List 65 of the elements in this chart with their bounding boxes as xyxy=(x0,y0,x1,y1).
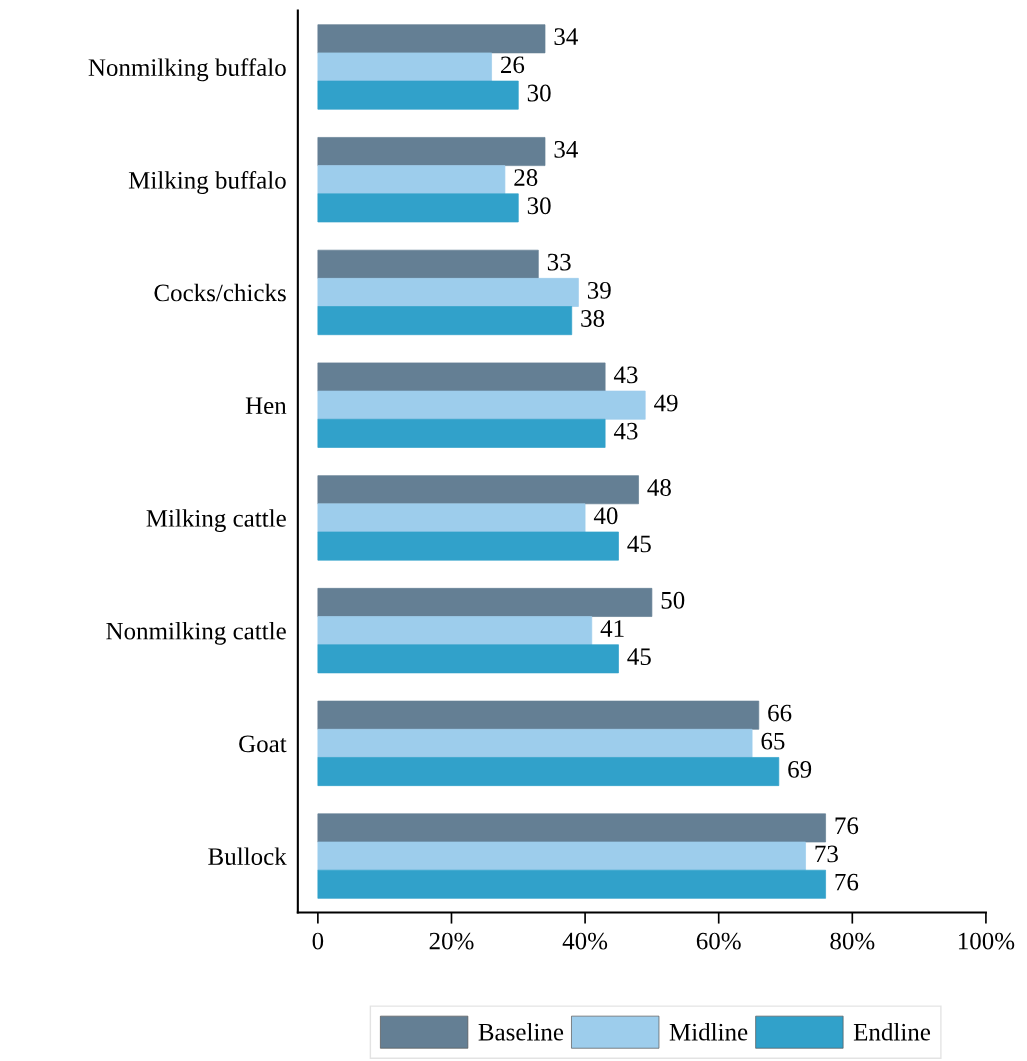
data-label: 30 xyxy=(527,197,551,215)
bar xyxy=(317,644,619,674)
data-label: 33 xyxy=(547,253,571,271)
bar xyxy=(317,841,806,871)
x-tick-label: 100% xyxy=(958,932,1015,950)
bar xyxy=(317,728,753,758)
bar xyxy=(317,306,573,336)
data-label: 28 xyxy=(514,169,538,186)
bar xyxy=(317,700,760,730)
bar xyxy=(317,362,606,392)
bar xyxy=(317,80,519,110)
data-label: 73 xyxy=(815,845,838,863)
data-label: 76 xyxy=(835,873,859,891)
bar xyxy=(317,278,579,307)
bar xyxy=(317,531,619,561)
data-label: 45 xyxy=(627,535,651,553)
data-label: 43 xyxy=(613,366,638,384)
data-label: 40 xyxy=(593,507,618,525)
data-label: 34 xyxy=(554,140,578,158)
bar xyxy=(317,475,639,505)
bar xyxy=(317,52,492,82)
x-tick-label: 0 xyxy=(312,932,324,950)
y-tick-label: Nonmilking cattle xyxy=(106,621,286,645)
data-label: 48 xyxy=(647,479,671,496)
legend-label: Baseline xyxy=(478,1023,564,1041)
bar xyxy=(317,193,519,223)
bar xyxy=(317,137,546,166)
data-label: 39 xyxy=(587,281,611,299)
data-label: 66 xyxy=(768,704,792,722)
y-tick-label: Hen xyxy=(245,397,287,415)
data-label: 69 xyxy=(788,761,812,778)
bar xyxy=(317,390,646,420)
x-tick-label: 60% xyxy=(696,932,741,950)
data-label: 45 xyxy=(627,648,651,666)
data-label: 34 xyxy=(554,28,578,46)
legend-label: Endline xyxy=(853,1023,931,1041)
bar xyxy=(317,503,586,533)
bar xyxy=(317,418,606,448)
data-label: 76 xyxy=(835,817,859,835)
data-label: 49 xyxy=(654,394,678,412)
y-tick-label: Cocks/chicks xyxy=(154,283,286,302)
y-tick-label: Milking buffalo xyxy=(128,170,286,194)
data-label: 26 xyxy=(501,56,525,74)
bar xyxy=(317,24,546,54)
y-tick-label: Milking cattle xyxy=(146,509,286,532)
y-tick-label: Bullock xyxy=(208,847,287,866)
data-label: 50 xyxy=(661,591,685,609)
x-tick-label: 20% xyxy=(429,932,474,950)
bar xyxy=(317,249,539,279)
bar xyxy=(317,588,653,617)
data-label: 65 xyxy=(761,732,785,750)
bar xyxy=(317,813,826,843)
y-tick-label: Goat xyxy=(239,735,287,753)
legend-label: Midline xyxy=(669,1023,748,1041)
data-label: 41 xyxy=(600,620,624,637)
data-label: 43 xyxy=(613,422,638,440)
bar xyxy=(317,757,780,786)
data-label: 30 xyxy=(527,84,551,102)
x-tick-label: 40% xyxy=(562,932,608,950)
data-label: 38 xyxy=(581,310,605,327)
bar xyxy=(317,869,826,899)
y-tick-label: Nonmilking buffalo xyxy=(88,58,286,82)
bar xyxy=(317,616,593,646)
x-tick-label: 80% xyxy=(830,932,875,950)
bar xyxy=(317,165,506,195)
